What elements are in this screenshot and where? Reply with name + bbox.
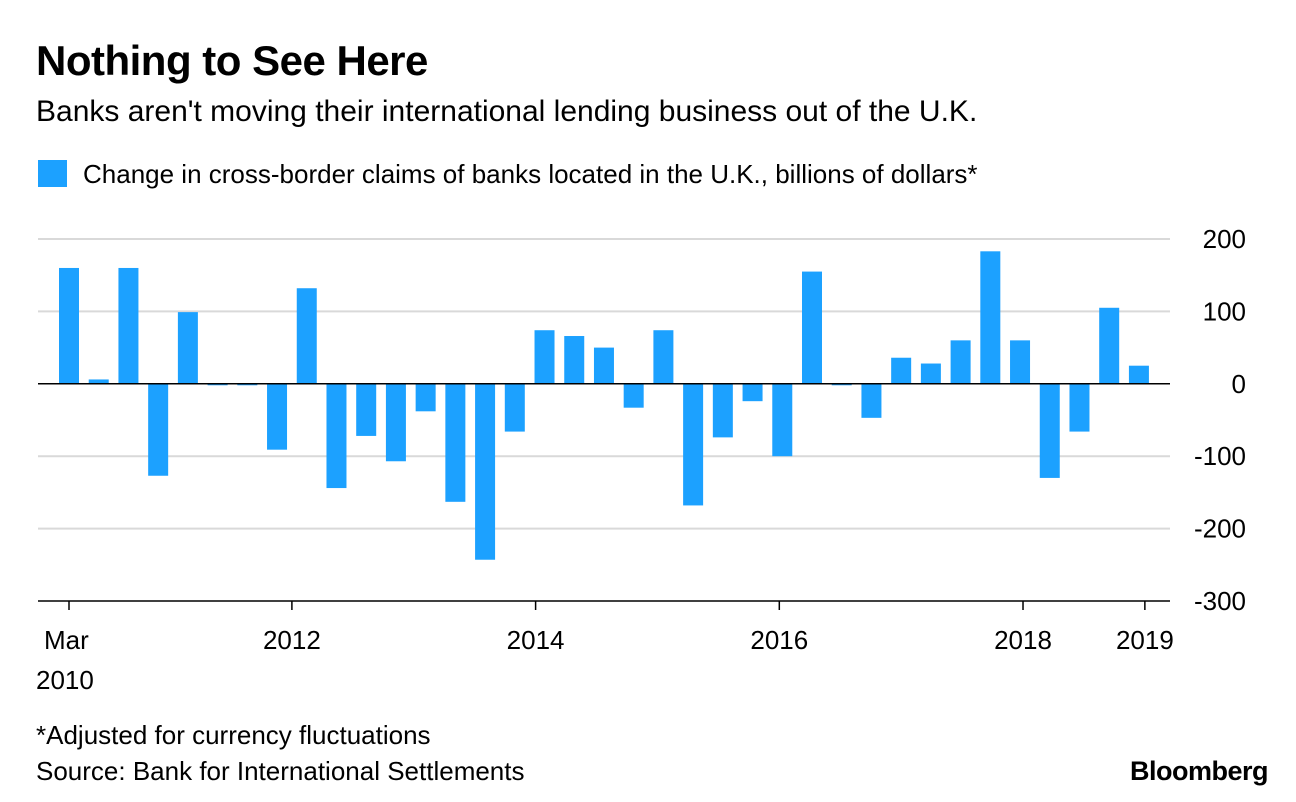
- x-tick-label: 2014: [507, 625, 565, 655]
- bar: [1039, 383, 1060, 478]
- bar: [1128, 365, 1149, 384]
- chart-subtitle: Banks aren't moving their international …: [36, 95, 978, 128]
- y-tick-labels: 200 100 0 -100 -200 -300: [1194, 224, 1246, 616]
- bar: [88, 379, 109, 384]
- bar: [118, 267, 139, 384]
- y-tick-label: 200: [1203, 224, 1246, 254]
- bar: [445, 383, 466, 502]
- bar: [950, 340, 971, 384]
- bar: [326, 383, 347, 489]
- bar: [653, 330, 674, 384]
- bar: [356, 383, 377, 436]
- bar: [712, 383, 733, 438]
- bar: [385, 383, 406, 462]
- bar: [891, 357, 912, 384]
- bar: [177, 312, 198, 384]
- axes: [38, 383, 1170, 610]
- bar: [1099, 307, 1120, 384]
- x-tick-label: Mar: [44, 625, 89, 655]
- bar: [980, 251, 1001, 384]
- bars: [59, 251, 1149, 560]
- y-tick-label: 0: [1232, 369, 1246, 399]
- bar: [920, 363, 941, 384]
- footnote: *Adjusted for currency fluctuations: [36, 720, 431, 750]
- x-tick-label-year: 2010: [36, 665, 94, 695]
- bar: [504, 383, 525, 432]
- y-tick-label: -100: [1194, 441, 1246, 471]
- bar: [772, 383, 793, 457]
- x-tick-label: 2019: [1116, 625, 1174, 655]
- source-note: Source: Bank for International Settlemen…: [36, 756, 525, 786]
- bar: [623, 383, 644, 408]
- legend: Change in cross-border claims of banks l…: [38, 160, 978, 187]
- bar: [683, 383, 704, 506]
- legend-label: Change in cross-border claims of banks l…: [83, 158, 978, 189]
- brand-logo: Bloomberg: [1129, 756, 1269, 786]
- bar: [475, 383, 496, 560]
- bar: [59, 267, 79, 384]
- bar: [802, 271, 822, 384]
- bar: [415, 383, 436, 412]
- y-tick-label: -200: [1194, 514, 1246, 544]
- legend-swatch: [38, 160, 67, 187]
- bar: [267, 383, 288, 450]
- x-tick-label: 2016: [750, 625, 808, 655]
- bar: [1069, 383, 1090, 432]
- bar: [296, 288, 317, 384]
- bar: [742, 383, 763, 402]
- x-tick-labels: Mar 2010 2012 2014 2016 2018 2019: [36, 625, 1174, 695]
- y-tick-label: 100: [1203, 296, 1246, 326]
- bar: [1010, 340, 1031, 384]
- x-tick-label: 2018: [994, 625, 1052, 655]
- bar: [148, 383, 169, 476]
- x-tick-label: 2012: [263, 625, 321, 655]
- chart-title: Nothing to See Here: [36, 37, 428, 84]
- bar: [861, 383, 882, 418]
- bar: [534, 330, 555, 384]
- y-tick-label: -300: [1194, 586, 1246, 616]
- bar: [564, 336, 585, 384]
- bar: [593, 347, 614, 384]
